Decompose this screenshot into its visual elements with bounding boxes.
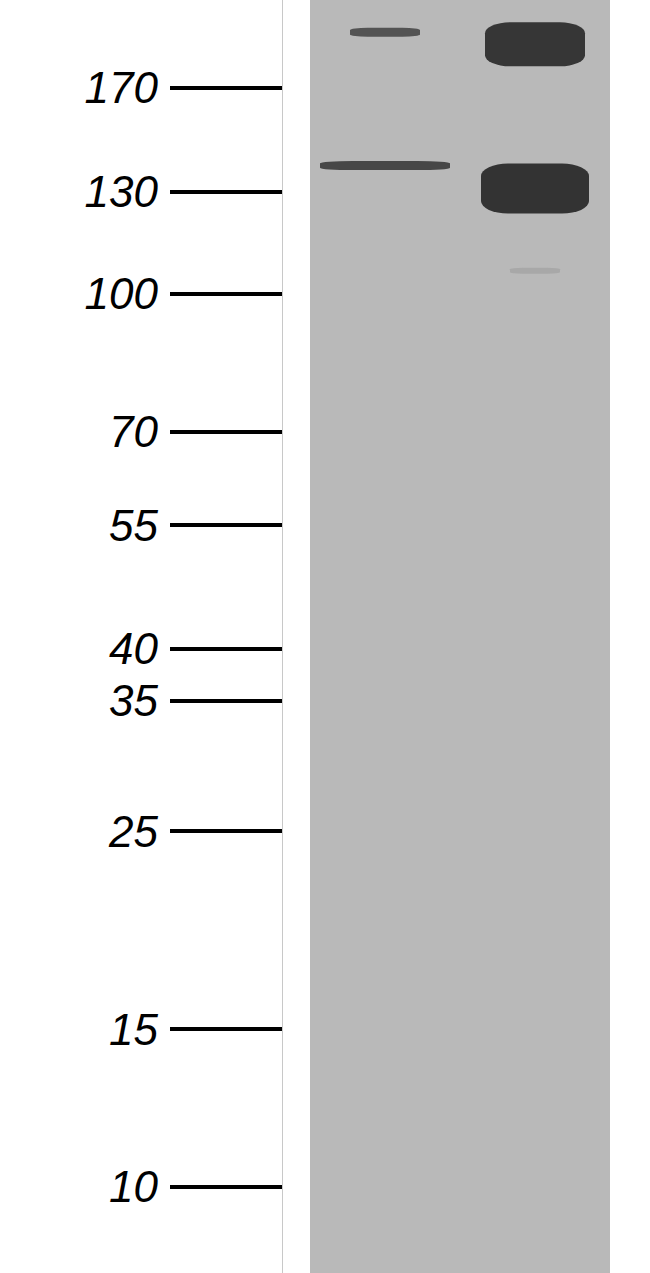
svg-text:40: 40 bbox=[109, 624, 158, 673]
svg-text:25: 25 bbox=[108, 807, 158, 856]
svg-text:55: 55 bbox=[109, 501, 158, 550]
svg-text:130: 130 bbox=[85, 167, 159, 216]
svg-text:35: 35 bbox=[109, 676, 158, 725]
svg-text:70: 70 bbox=[109, 407, 158, 456]
svg-text:170: 170 bbox=[85, 63, 159, 112]
svg-text:15: 15 bbox=[109, 1005, 158, 1054]
svg-text:100: 100 bbox=[85, 269, 159, 318]
svg-text:10: 10 bbox=[109, 1162, 158, 1211]
